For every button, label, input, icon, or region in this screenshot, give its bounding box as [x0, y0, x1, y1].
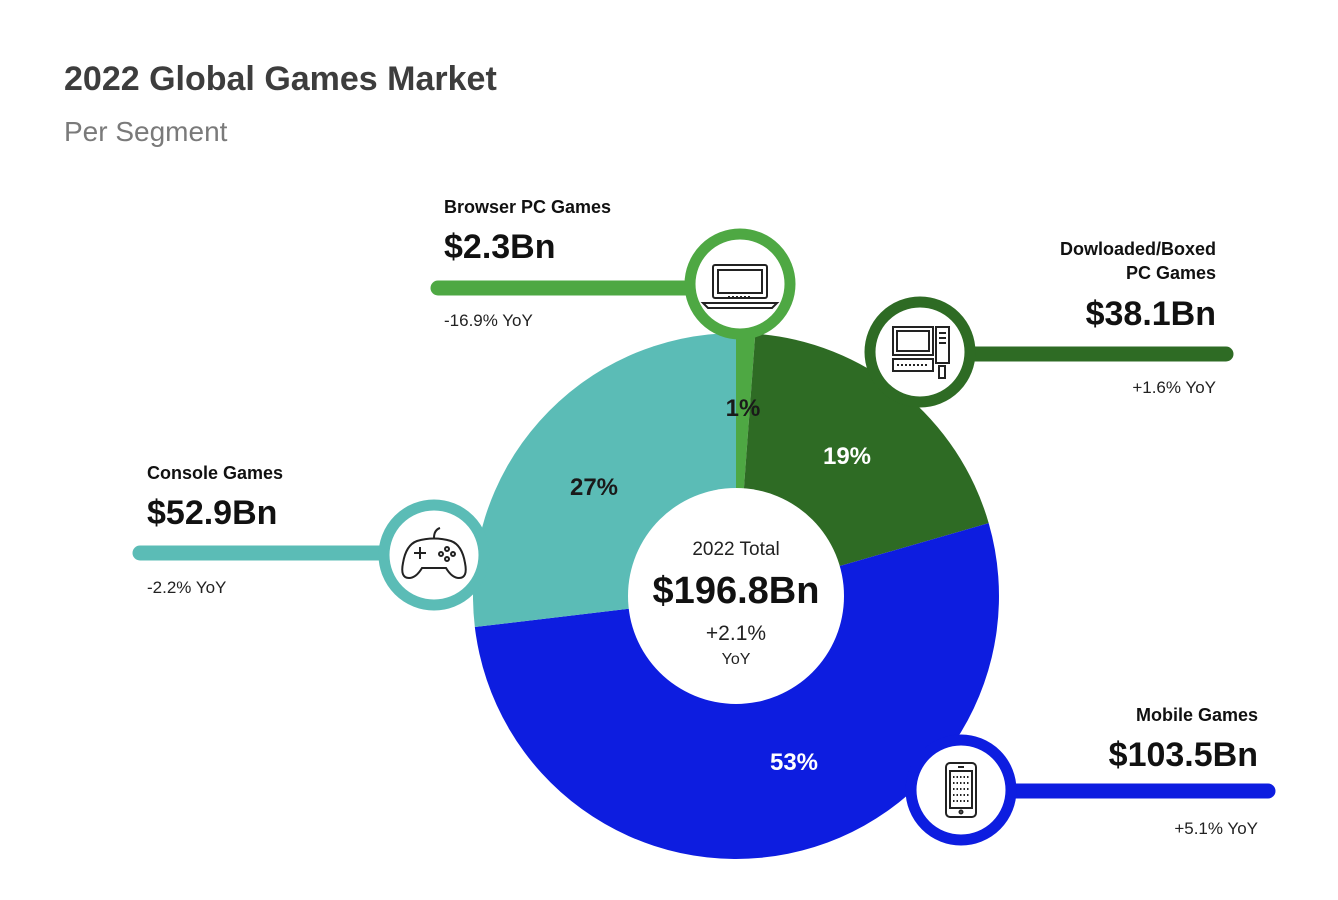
mobile-icon-badge: [905, 734, 1017, 846]
browser-icon-badge: [684, 228, 796, 340]
smartphone-icon: [945, 762, 977, 818]
downloaded-value: $38.1Bn: [1086, 295, 1216, 333]
desktop-computer-icon: [892, 326, 950, 379]
mobile-name: Mobile Games: [1136, 705, 1258, 725]
total-yoy: +2.1%: [706, 622, 766, 645]
slice-label-mobile: 53%: [770, 749, 818, 776]
chart-subtitle: Per Segment: [64, 116, 228, 147]
total-yoy-suffix: YoY: [722, 651, 751, 668]
slice-label-browser: 1%: [726, 395, 761, 422]
console-yoy: -2.2% YoY: [147, 578, 226, 597]
browser-value: $2.3Bn: [444, 228, 556, 266]
browser-yoy: -16.9% YoY: [444, 311, 533, 330]
chart-title: 2022 Global Games Market: [64, 60, 497, 98]
downloaded-icon-badge: [864, 296, 976, 408]
mobile-yoy: +5.1% YoY: [1174, 819, 1258, 838]
gamepad-icon: [401, 527, 467, 580]
downloaded-yoy: +1.6% YoY: [1132, 378, 1216, 397]
browser-name: Browser PC Games: [444, 197, 611, 217]
mobile-value: $103.5Bn: [1109, 736, 1258, 774]
center-hole: [628, 488, 844, 704]
console-value: $52.9Bn: [147, 494, 277, 532]
console-icon-badge: [378, 499, 490, 611]
slice-label-downloaded: 19%: [823, 443, 871, 470]
downloaded-name-line-1: Dowloaded/Boxed: [1060, 239, 1216, 259]
slice-label-console: 27%: [570, 474, 618, 501]
total-value: $196.8Bn: [653, 570, 820, 612]
laptop-icon: [700, 264, 780, 309]
total-caption: 2022 Total: [692, 539, 779, 560]
downloaded-name-line-2: PC Games: [1126, 263, 1216, 283]
console-name: Console Games: [147, 463, 283, 483]
